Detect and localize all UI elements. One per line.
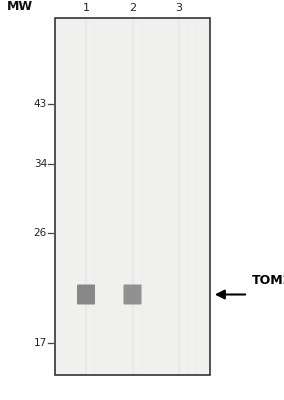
Text: 2: 2 (129, 3, 136, 13)
Text: 17: 17 (34, 338, 47, 348)
Text: 1: 1 (82, 3, 89, 13)
FancyBboxPatch shape (124, 284, 141, 304)
Text: 43: 43 (34, 99, 47, 109)
Bar (55, 18, 210, 375)
Text: 3: 3 (176, 3, 183, 13)
Text: MW: MW (7, 0, 33, 13)
Text: TOM22: TOM22 (252, 274, 284, 287)
FancyBboxPatch shape (77, 284, 95, 304)
Text: 26: 26 (34, 228, 47, 238)
Text: 34: 34 (34, 159, 47, 169)
